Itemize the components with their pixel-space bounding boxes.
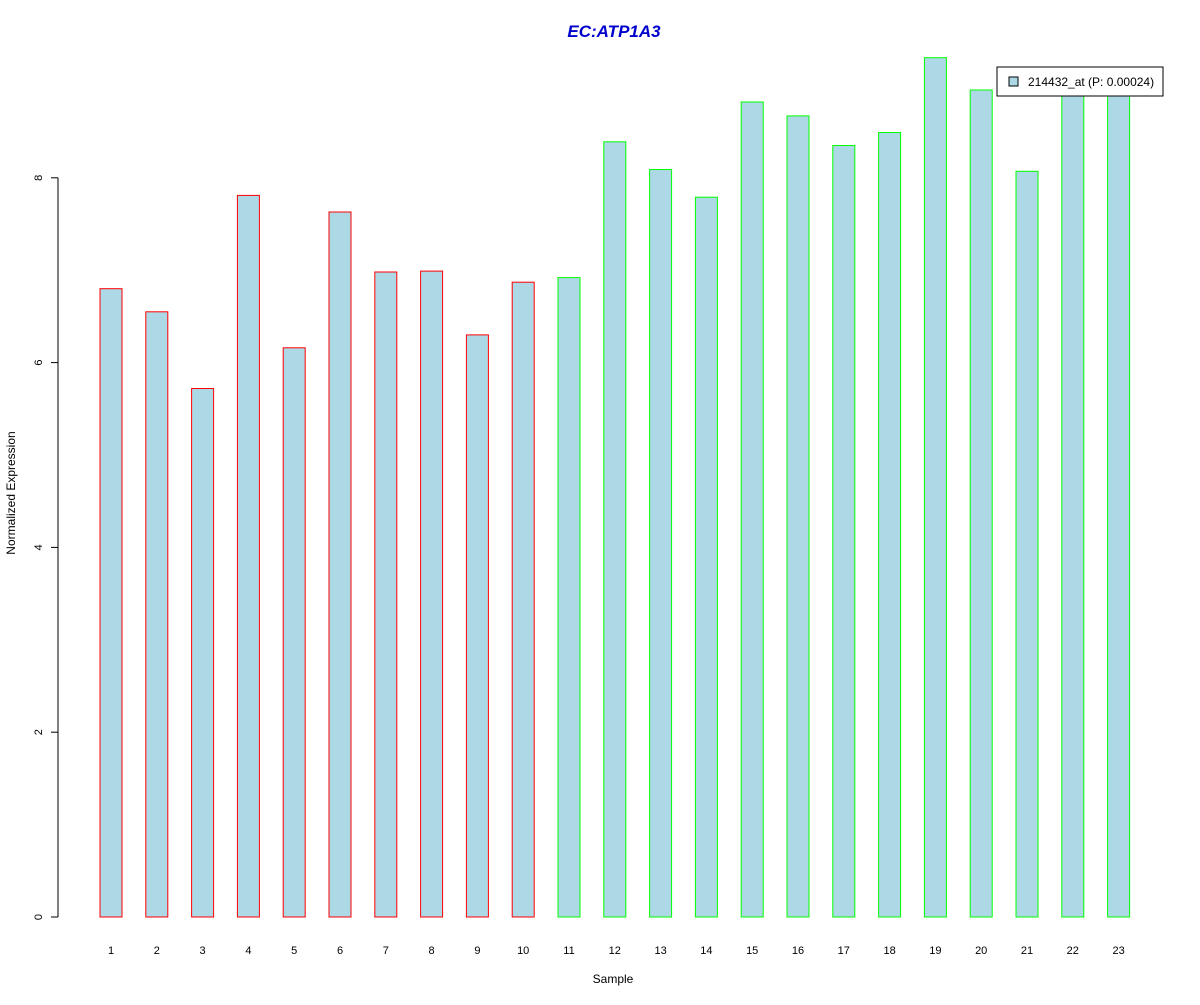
- legend-swatch: [1008, 76, 1019, 87]
- bar-sample-18: [878, 132, 902, 918]
- bar-sample-20: [969, 89, 993, 918]
- x-tick-label: 19: [929, 945, 941, 957]
- bar-sample-2: [145, 311, 169, 918]
- y-axis-label: Normalized Expression: [4, 431, 18, 554]
- bar-sample-22: [1061, 92, 1085, 918]
- x-tick-label: 16: [792, 945, 804, 957]
- x-tick-label: 14: [700, 945, 712, 957]
- x-tick-label: 1: [108, 945, 114, 957]
- bars-group: [99, 57, 1131, 918]
- bar-sample-9: [465, 334, 489, 918]
- x-tick-label: 22: [1067, 945, 1079, 957]
- bar-sample-23: [1107, 92, 1131, 918]
- x-tick-label: 11: [563, 945, 574, 957]
- bar-sample-5: [282, 347, 306, 918]
- bar-sample-15: [740, 101, 764, 918]
- x-tick-label: 6: [337, 945, 343, 957]
- y-tick-label: 4: [33, 544, 45, 550]
- bar-sample-19: [923, 57, 947, 918]
- bar-sample-16: [786, 115, 810, 918]
- y-axis: 0 2 4 6 8: [33, 175, 59, 920]
- x-tick-label: 18: [883, 945, 895, 957]
- x-tick-label: 9: [474, 945, 480, 957]
- x-tick-label: 15: [746, 945, 758, 957]
- chart-title: EC:ATP1A3: [567, 22, 661, 41]
- bar-sample-6: [328, 211, 352, 918]
- bar-sample-21: [1015, 170, 1039, 918]
- bar-sample-11: [557, 277, 581, 918]
- x-tick-label: 2: [154, 945, 160, 957]
- bar-sample-10: [511, 281, 535, 918]
- x-tick-label: 12: [609, 945, 621, 957]
- x-tick-label: 4: [245, 945, 251, 957]
- y-tick-label: 8: [33, 175, 45, 181]
- x-tick-label: 21: [1021, 945, 1033, 957]
- x-tick-label: 5: [291, 945, 297, 957]
- legend: 214432_at (P: 0.00024): [996, 66, 1164, 97]
- x-tick-label: 20: [975, 945, 987, 957]
- bar-sample-1: [99, 288, 123, 918]
- bar-sample-7: [374, 271, 398, 918]
- bar-sample-13: [649, 169, 673, 918]
- bar-sample-17: [832, 145, 856, 918]
- bar-sample-14: [694, 196, 718, 918]
- y-tick-label: 2: [33, 729, 45, 735]
- x-tick-label: 10: [517, 945, 529, 957]
- bar-sample-4: [236, 194, 260, 918]
- y-tick-label: 6: [33, 360, 45, 366]
- legend-box: [996, 66, 1164, 97]
- x-tick-label: 8: [429, 945, 435, 957]
- legend-label: 214432_at (P: 0.00024): [1028, 75, 1154, 89]
- x-tick-labels: 1 2 3 4 5 6 7 8 9 10 11 12 13 14 15 16 17 18 19 20 21 22 23: [108, 945, 1125, 957]
- x-tick-label: 23: [1112, 945, 1124, 957]
- x-tick-label: 7: [383, 945, 389, 957]
- y-tick-label: 0: [33, 914, 45, 920]
- bar-sample-12: [603, 141, 627, 918]
- x-tick-label: 17: [838, 945, 850, 957]
- x-tick-label: 13: [654, 945, 666, 957]
- bar-sample-8: [420, 270, 444, 918]
- bar-sample-3: [191, 388, 215, 918]
- x-axis-label: Sample: [593, 972, 634, 986]
- x-tick-label: 3: [200, 945, 206, 957]
